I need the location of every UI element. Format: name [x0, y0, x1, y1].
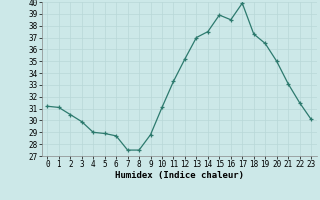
X-axis label: Humidex (Indice chaleur): Humidex (Indice chaleur) [115, 171, 244, 180]
